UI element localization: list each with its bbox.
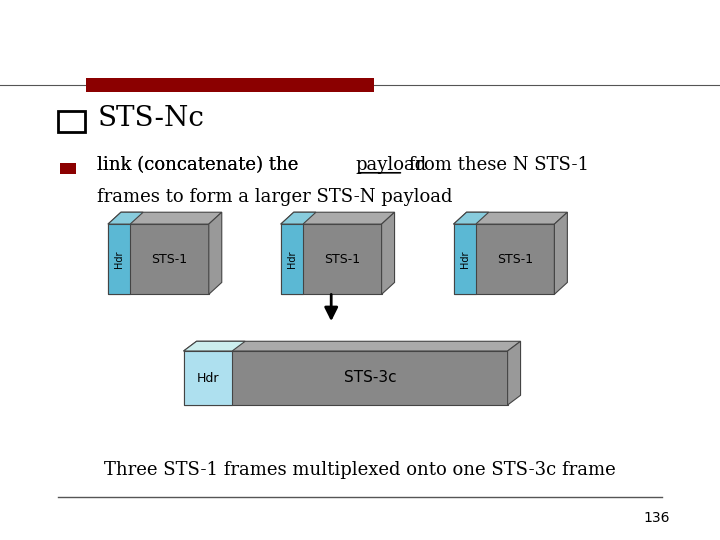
FancyBboxPatch shape [86, 78, 374, 92]
Text: Hdr: Hdr [287, 251, 297, 268]
Text: STS-1: STS-1 [324, 253, 360, 266]
Text: STS-1: STS-1 [151, 253, 187, 266]
Polygon shape [382, 212, 395, 294]
Polygon shape [108, 212, 143, 224]
Polygon shape [184, 341, 245, 351]
FancyBboxPatch shape [281, 224, 303, 294]
Text: STS-Nc: STS-Nc [97, 105, 204, 132]
Text: STS-3c: STS-3c [343, 370, 396, 386]
Polygon shape [281, 212, 395, 224]
FancyBboxPatch shape [108, 224, 130, 294]
Text: from these N STS-1: from these N STS-1 [403, 156, 589, 174]
Text: frames to form a larger STS-N payload: frames to form a larger STS-N payload [97, 188, 453, 206]
FancyBboxPatch shape [108, 224, 209, 294]
Text: Hdr: Hdr [197, 372, 219, 384]
Polygon shape [554, 212, 567, 294]
Text: payload: payload [356, 156, 427, 174]
Text: link (concatenate) the: link (concatenate) the [97, 156, 305, 174]
FancyBboxPatch shape [454, 224, 476, 294]
Text: link (concatenate) the payload from these N STS-1: link (concatenate) the payload from thes… [97, 156, 562, 174]
Polygon shape [454, 212, 489, 224]
FancyBboxPatch shape [454, 224, 554, 294]
FancyBboxPatch shape [184, 351, 508, 405]
Polygon shape [184, 341, 521, 351]
FancyBboxPatch shape [281, 224, 382, 294]
Polygon shape [508, 341, 521, 405]
Text: STS-1: STS-1 [497, 253, 533, 266]
Polygon shape [454, 212, 567, 224]
FancyBboxPatch shape [60, 163, 76, 174]
Text: 136: 136 [643, 511, 670, 525]
Polygon shape [281, 212, 316, 224]
Text: Three STS-1 frames multiplexed onto one STS-3c frame: Three STS-1 frames multiplexed onto one … [104, 461, 616, 479]
Polygon shape [209, 212, 222, 294]
Polygon shape [108, 212, 222, 224]
Text: link (concatenate) the: link (concatenate) the [97, 156, 305, 174]
Text: Hdr: Hdr [114, 251, 124, 268]
FancyBboxPatch shape [184, 351, 232, 405]
Text: Hdr: Hdr [459, 251, 469, 268]
FancyBboxPatch shape [58, 111, 85, 132]
